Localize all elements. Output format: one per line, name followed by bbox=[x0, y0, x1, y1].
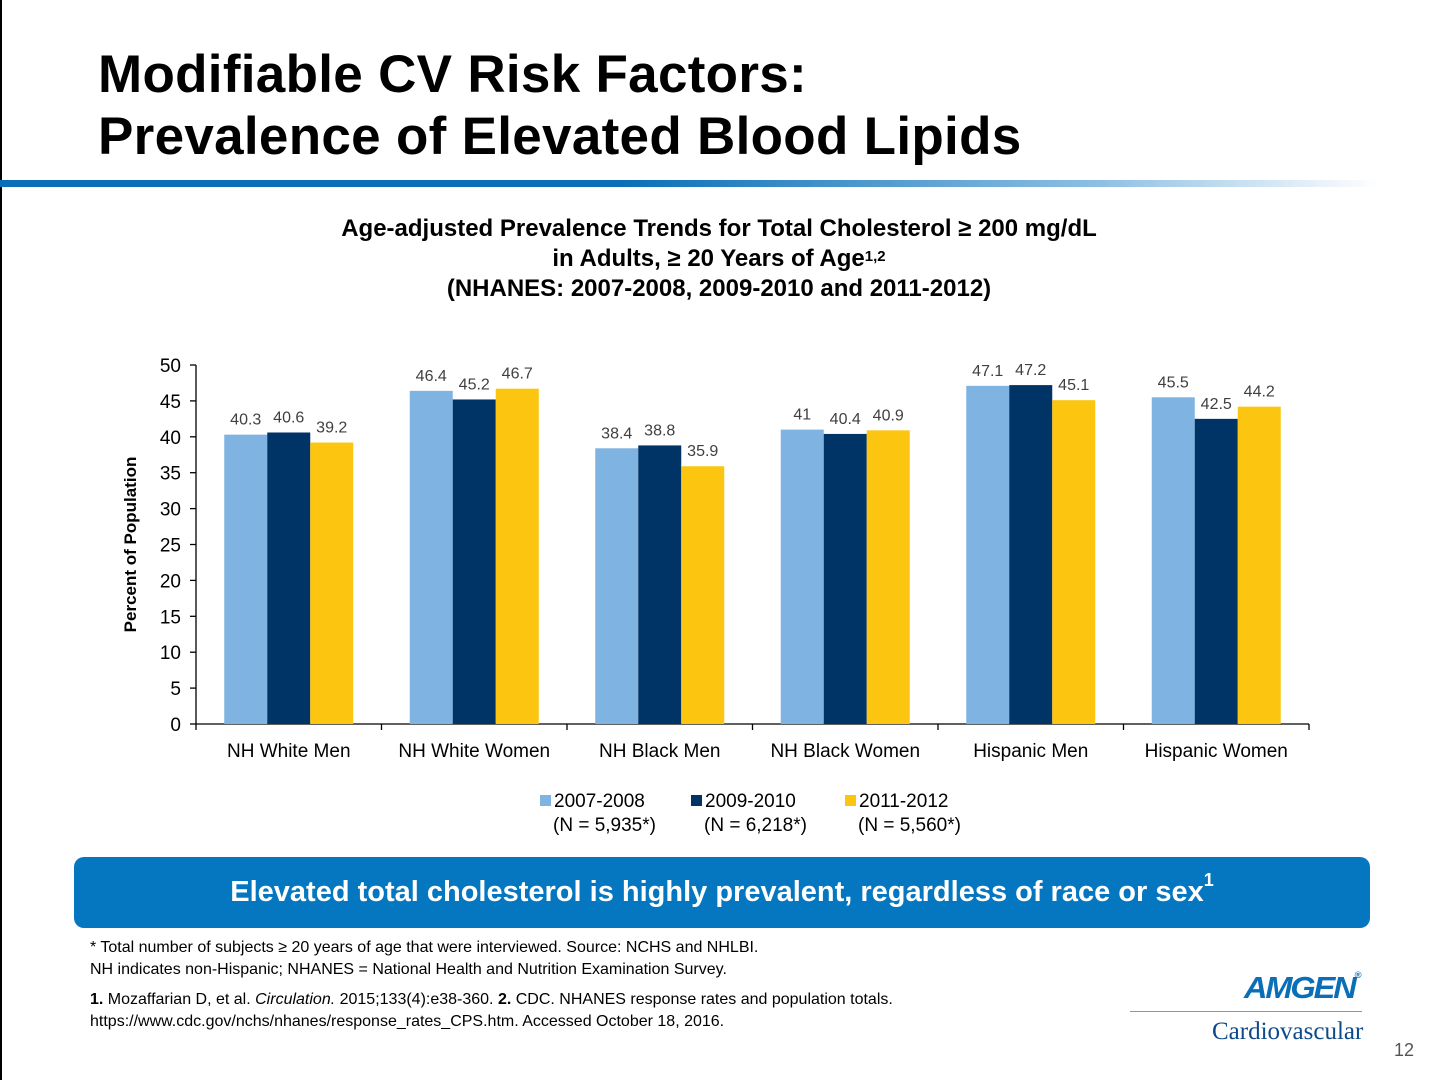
y-tick-label-20: 20 bbox=[160, 571, 181, 592]
slide-title-line-1: Modifiable CV Risk Factors: bbox=[98, 45, 808, 104]
y-tick-label-10: 10 bbox=[160, 643, 181, 664]
bar-hispanic-men-2009-2010 bbox=[1009, 385, 1053, 724]
data-label-hispanic-women-2007-2008: 45.5 bbox=[1158, 374, 1189, 391]
bar-hispanic-women-2007-2008 bbox=[1151, 397, 1195, 724]
legend-swatch-2011-2012 bbox=[845, 795, 856, 806]
bar-hispanic-men-2011-2012 bbox=[1052, 400, 1096, 724]
callout-text: Elevated total cholesterol is highly pre… bbox=[230, 876, 1204, 908]
data-label-hispanic-men-2009-2010: 47.2 bbox=[1015, 362, 1046, 379]
data-label-nh-white-men-2007-2008: 40.3 bbox=[230, 412, 261, 429]
reference-list: 1. Mozaffarian D, et al. Circulation. 20… bbox=[90, 989, 893, 1010]
legend-n-2009-2010: (N = 6,218*) bbox=[704, 815, 807, 836]
y-tick-label-5: 5 bbox=[170, 679, 181, 700]
cardiovascular-label: Cardiovascular bbox=[1212, 1018, 1364, 1045]
x-tick-label-nh-black-women: NH Black Women bbox=[770, 741, 920, 762]
data-label-nh-black-men-2011-2012: 35.9 bbox=[687, 443, 718, 460]
data-label-nh-black-women-2007-2008: 41 bbox=[793, 407, 811, 424]
data-label-nh-white-women-2011-2012: 46.7 bbox=[502, 366, 533, 383]
bar-chart: 0 5 10 15 20 25 30 35 40 45 50 Percent of Populatio… bbox=[121, 356, 1310, 762]
key-message-callout: Elevated total cholesterol is highly pre… bbox=[74, 857, 1370, 928]
chart-title-line-2-text: in Adults, ≥ 20 Years of Age bbox=[552, 245, 865, 272]
data-label-nh-black-women-2009-2010: 40.4 bbox=[830, 411, 861, 428]
amgen-logo-mark: ® bbox=[1354, 970, 1362, 980]
logo-divider bbox=[1130, 1011, 1362, 1012]
legend-swatch-2007-2008 bbox=[540, 795, 551, 806]
data-label-nh-black-men-2009-2010: 38.8 bbox=[644, 422, 675, 439]
y-tick-label-0: 0 bbox=[170, 715, 181, 736]
chart-title-line-1: Age-adjusted Prevalence Trends for Total… bbox=[341, 215, 1097, 242]
y-tick-label-50: 50 bbox=[160, 356, 181, 377]
legend-swatch-2009-2010 bbox=[691, 795, 702, 806]
reference-2-number: 2. bbox=[497, 991, 512, 1008]
legend-n-2007-2008: (N = 5,935*) bbox=[553, 815, 656, 836]
bar-nh-black-women-2007-2008 bbox=[780, 429, 824, 724]
bar-nh-black-women-2009-2010 bbox=[823, 433, 867, 724]
bar-nh-black-women-2011-2012 bbox=[866, 430, 910, 724]
data-label-nh-white-women-2009-2010: 45.2 bbox=[459, 376, 490, 393]
amgen-logo: AMGEN® bbox=[1244, 970, 1362, 1006]
legend-label-2007-2008: 2007-2008 bbox=[554, 791, 645, 812]
y-tick-label-15: 15 bbox=[160, 607, 181, 628]
bar-nh-white-men-2011-2012 bbox=[310, 442, 354, 724]
data-label-hispanic-women-2009-2010: 42.5 bbox=[1201, 396, 1232, 413]
y-tick-label-35: 35 bbox=[160, 464, 181, 485]
bar-nh-white-women-2011-2012 bbox=[495, 388, 539, 724]
bar-nh-white-women-2009-2010 bbox=[452, 399, 496, 724]
data-label-nh-white-men-2009-2010: 40.6 bbox=[273, 409, 304, 426]
reference-1-authors: Mozaffarian D, et al. bbox=[103, 991, 256, 1008]
bar-nh-white-men-2009-2010 bbox=[267, 432, 311, 724]
bar-nh-black-men-2009-2010 bbox=[638, 445, 682, 724]
data-label-hispanic-men-2011-2012: 45.1 bbox=[1058, 377, 1089, 394]
legend-label-2011-2012: 2011-2012 bbox=[859, 791, 949, 812]
y-tick-label-40: 40 bbox=[160, 428, 181, 449]
reference-1-number: 1. bbox=[90, 991, 104, 1008]
chart-title-line-3: (NHANES: 2007-2008, 2009-2010 and 2011-2… bbox=[446, 275, 992, 302]
reference-1-citation: 2015;133(4):e38-360. bbox=[335, 991, 498, 1008]
slide-title: Modifiable CV Risk Factors: Prevalence o… bbox=[98, 44, 1022, 168]
y-axis-title: Percent of Population bbox=[121, 457, 140, 633]
y-tick-label-45: 45 bbox=[160, 392, 181, 413]
amgen-logo-text: AMGEN bbox=[1244, 970, 1357, 1005]
reference-2-text: CDC. NHANES response rates and populatio… bbox=[511, 991, 893, 1008]
data-label-nh-black-women-2011-2012: 40.9 bbox=[873, 407, 904, 424]
bar-hispanic-women-2009-2010 bbox=[1194, 418, 1238, 724]
x-tick-label-nh-black-men: NH Black Men bbox=[599, 741, 720, 762]
bar-nh-white-women-2007-2008 bbox=[409, 390, 453, 724]
bar-nh-white-men-2007-2008 bbox=[224, 434, 268, 724]
left-border-rule bbox=[0, 0, 2, 1080]
bar-hispanic-women-2011-2012 bbox=[1237, 406, 1281, 724]
data-label-hispanic-men-2007-2008: 47.1 bbox=[972, 363, 1003, 380]
x-tick-label-nh-white-men: NH White Men bbox=[227, 741, 351, 762]
legend-label-2009-2010: 2009-2010 bbox=[705, 791, 796, 812]
data-label-nh-white-women-2007-2008: 46.4 bbox=[416, 368, 447, 385]
page-number: 12 bbox=[1394, 1040, 1415, 1060]
legend-item-2009-2010: 2009-2010 (N = 6,218*) bbox=[691, 790, 807, 838]
reference-url: https://www.cdc.gov/nchs/nhanes/response… bbox=[90, 1013, 725, 1030]
data-label-nh-black-men-2007-2008: 38.4 bbox=[601, 425, 632, 442]
reference-1-journal: Circulation. bbox=[255, 991, 336, 1008]
footnote-subjects: * Total number of subjects ≥ 20 years of… bbox=[90, 939, 759, 956]
title-divider bbox=[0, 180, 1378, 187]
x-tick-label-hispanic-women: Hispanic Women bbox=[1145, 741, 1288, 762]
callout-superscript: 1 bbox=[1203, 870, 1214, 890]
y-tick-label-25: 25 bbox=[160, 536, 181, 557]
chart-title: Age-adjusted Prevalence Trends for Total… bbox=[0, 214, 1438, 304]
footnote-abbreviations: NH indicates non-Hispanic; NHANES = Nati… bbox=[90, 961, 727, 978]
legend-item-2011-2012: 2011-2012 (N = 5,560*) bbox=[845, 790, 961, 838]
data-label-hispanic-women-2011-2012: 44.2 bbox=[1244, 384, 1275, 401]
bar-nh-black-men-2007-2008 bbox=[595, 448, 639, 724]
x-tick-label-nh-white-women: NH White Women bbox=[398, 741, 550, 762]
x-tick-label-hispanic-men: Hispanic Men bbox=[973, 741, 1088, 762]
bar-nh-black-men-2011-2012 bbox=[681, 466, 725, 724]
bar-hispanic-men-2007-2008 bbox=[966, 385, 1010, 724]
chart-title-line-2: in Adults, ≥ 20 Years of Age1,2 bbox=[0, 244, 1438, 274]
chart-title-superscript: 1,2 bbox=[864, 248, 886, 265]
slide-title-line-2: Prevalence of Elevated Blood Lipids bbox=[98, 107, 1022, 166]
data-label-nh-white-men-2011-2012: 39.2 bbox=[316, 420, 347, 437]
legend-n-2011-2012: (N = 5,560*) bbox=[858, 815, 961, 836]
y-tick-label-30: 30 bbox=[160, 500, 181, 521]
legend-item-2007-2008: 2007-2008 (N = 5,935*) bbox=[540, 790, 656, 838]
